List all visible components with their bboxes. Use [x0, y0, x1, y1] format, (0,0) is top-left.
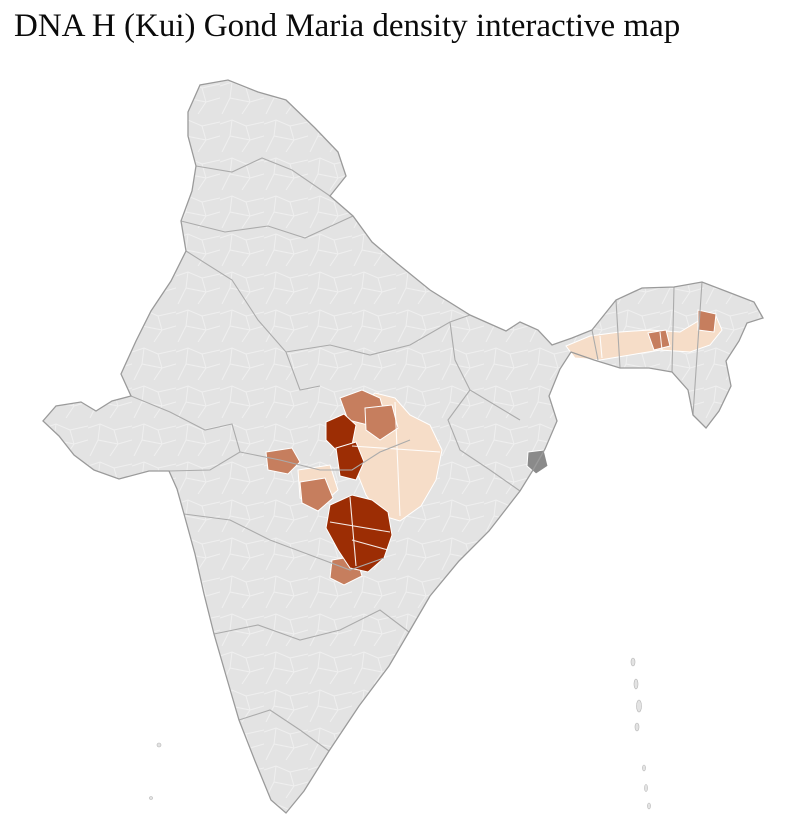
district-seams [329, 331, 663, 567]
lakshadweep-islands[interactable] [149, 742, 162, 800]
medium-density-region[interactable] [364, 404, 399, 441]
country-outline [42, 79, 764, 814]
page-title: DNA H (Kui) Gond Maria density interacti… [14, 8, 681, 44]
medium-density-region[interactable] [647, 329, 671, 351]
state-borders [130, 157, 703, 752]
high-density-regions [325, 413, 393, 573]
medium-density-region[interactable] [697, 309, 717, 333]
medium-density-region[interactable] [299, 477, 334, 512]
low-density-region[interactable] [565, 315, 723, 361]
andaman-nicobar-islands[interactable] [630, 657, 651, 810]
